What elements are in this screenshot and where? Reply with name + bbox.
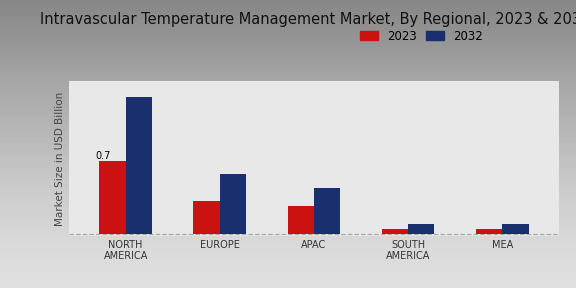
Bar [220,174,246,234]
Text: Intravascular Temperature Management Market, By Regional, 2023 & 2032: Intravascular Temperature Management Mar… [40,12,576,26]
Bar [408,224,434,234]
Bar [476,229,502,234]
Bar [314,188,340,234]
Bar [382,229,408,234]
Bar [502,224,529,234]
Bar [287,206,314,234]
Bar [126,97,152,234]
Bar [194,201,220,234]
Legend: 2023, 2032: 2023, 2032 [358,27,486,45]
Text: 0.7: 0.7 [95,151,111,162]
Y-axis label: Market Size in USD Billion: Market Size in USD Billion [55,91,65,226]
Bar [99,162,126,234]
